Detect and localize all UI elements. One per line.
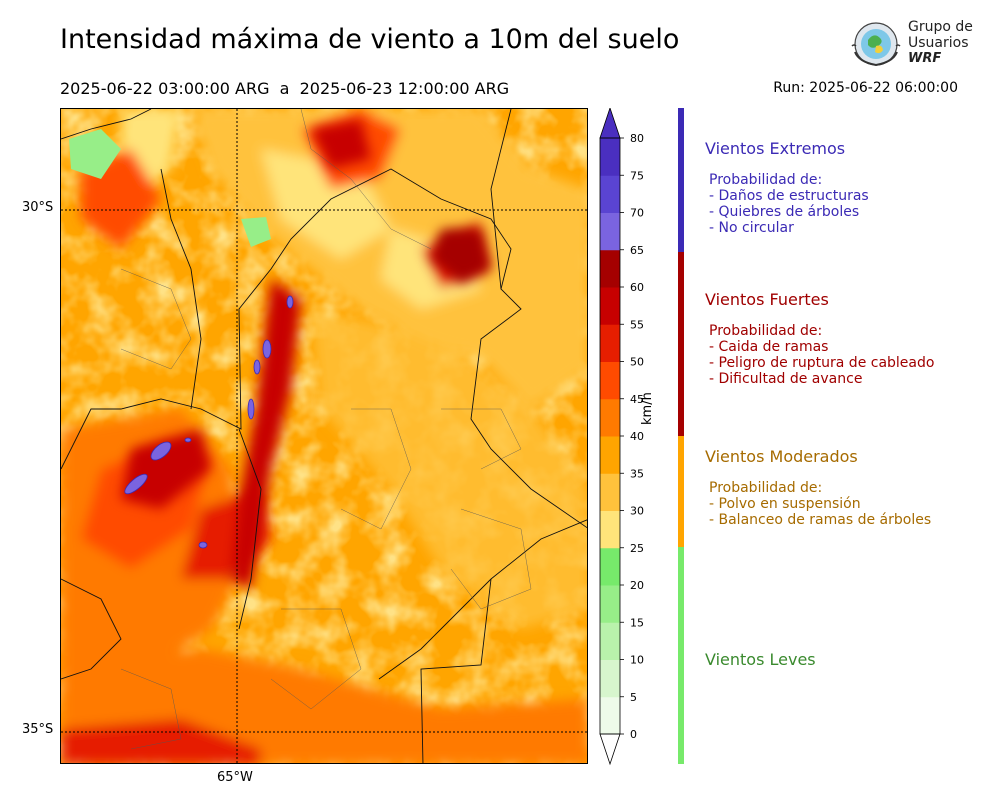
logo-line-2: Usuarios — [908, 35, 969, 51]
colorbar-tick-label: 10 — [630, 654, 644, 667]
run-time: Run: 2025-06-22 06:00:00 — [773, 80, 958, 96]
lat-label-30s: 30°S — [22, 200, 54, 215]
wind-field — [61, 109, 587, 763]
category-moderados-desc: Probabilidad de: - Polvo en suspensión -… — [709, 480, 932, 528]
colorbar-segment — [600, 510, 620, 549]
lat-label-35s: 35°S — [22, 722, 54, 737]
logo-line-3: WRF — [908, 51, 942, 66]
colorbar-tick-label: 25 — [630, 542, 644, 555]
colorbar-segment — [600, 287, 620, 325]
category-color-bar — [678, 252, 684, 436]
category-leves: Vientos Leves — [705, 650, 816, 669]
colorbar-tick-label: 65 — [630, 244, 644, 257]
valid-period: 2025-06-22 03:00:00 ARG a 2025-06-23 12:… — [60, 79, 510, 98]
colorbar-min-extension — [599, 733, 621, 766]
colorbar-segment — [600, 324, 620, 362]
colorbar-tick-label: 40 — [630, 430, 644, 443]
category-color-bar — [678, 436, 684, 547]
colorbar-tick-label: 20 — [630, 579, 644, 592]
colorbar-scale: 0 5 10 15 20 25 30 35 40 45 50 55 60 65 70 75 80 — [599, 106, 644, 766]
colorbar-segment — [600, 249, 620, 288]
colorbar-segment — [600, 138, 620, 176]
category-extremos: Vientos Extremos Probabilidad de: - Daño… — [705, 139, 869, 236]
category-leves-title: Vientos Leves — [705, 650, 816, 669]
colorbar: 0 5 10 15 20 25 30 35 40 45 50 55 60 65 70 75 80 — [598, 106, 658, 768]
category-color-bar — [678, 108, 684, 252]
colorbar-tick-label: 50 — [630, 356, 644, 369]
category-moderados: Vientos Moderados Probabilidad de: - Pol… — [705, 447, 931, 528]
lon-label-65w: 65°W — [217, 770, 253, 785]
colorbar-segment — [600, 398, 620, 437]
wind-map — [60, 108, 588, 764]
colorbar-segment — [600, 696, 620, 735]
colorbar-tick-label: 75 — [630, 169, 644, 182]
logo-line-1: Grupo de — [908, 19, 973, 35]
colorbar-segment — [600, 659, 620, 698]
colorbar-segment — [600, 473, 620, 511]
colorbar-segment — [600, 622, 620, 660]
category-fuertes-desc: Probabilidad de: - Caida de ramas - Peli… — [709, 323, 935, 387]
colorbar-segment — [600, 212, 620, 251]
colorbar-tick-label: 15 — [630, 616, 644, 629]
colorbar-tick-label: 30 — [630, 505, 644, 518]
colorbar-segment — [600, 585, 620, 623]
colorbar-segment — [600, 361, 620, 400]
colorbar-segment — [600, 436, 620, 474]
colorbar-segment — [600, 175, 620, 213]
grupo-usuarios-wrf-logo: Grupo de Usuarios WRF — [848, 18, 973, 70]
colorbar-tick-label: 60 — [630, 281, 644, 294]
colorbar-tick-label: 45 — [630, 393, 644, 406]
category-color-bar — [678, 547, 684, 764]
colorbar-tick-label: 80 — [630, 132, 644, 145]
category-moderados-title: Vientos Moderados — [705, 447, 858, 466]
colorbar-max-extension — [599, 106, 621, 139]
category-fuertes: Vientos Fuertes Probabilidad de: - Caida… — [705, 290, 934, 387]
colorbar-tick-label: 35 — [630, 467, 644, 480]
category-fuertes-title: Vientos Fuertes — [705, 290, 829, 309]
globe-icon — [851, 22, 901, 67]
colorbar-segment — [600, 547, 620, 586]
category-extremos-title: Vientos Extremos — [705, 139, 846, 158]
colorbar-tick-label: 5 — [630, 691, 637, 704]
colorbar-tick-label: 0 — [630, 728, 637, 741]
colorbar-tick-label: 55 — [630, 318, 644, 331]
colorbar-tick-label: 70 — [630, 207, 644, 220]
colorbar-unit: km/h — [640, 392, 655, 425]
category-extremos-desc: Probabilidad de: - Daños de estructuras … — [709, 172, 869, 236]
map-title: Intensidad máxima de viento a 10m del su… — [60, 24, 680, 55]
